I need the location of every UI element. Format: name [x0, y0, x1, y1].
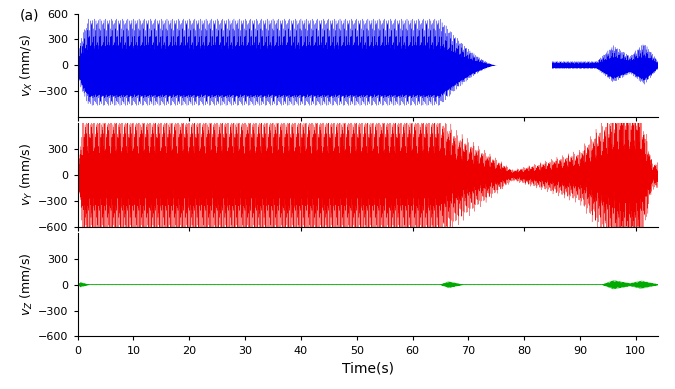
Y-axis label: $v_X$ (mm/s): $v_X$ (mm/s) — [20, 33, 36, 97]
Y-axis label: $v_Z$ (mm/s): $v_Z$ (mm/s) — [20, 253, 36, 317]
Y-axis label: $v_Y$ (mm/s): $v_Y$ (mm/s) — [20, 144, 36, 207]
X-axis label: Time(s): Time(s) — [342, 361, 394, 375]
Text: (a): (a) — [20, 9, 39, 23]
